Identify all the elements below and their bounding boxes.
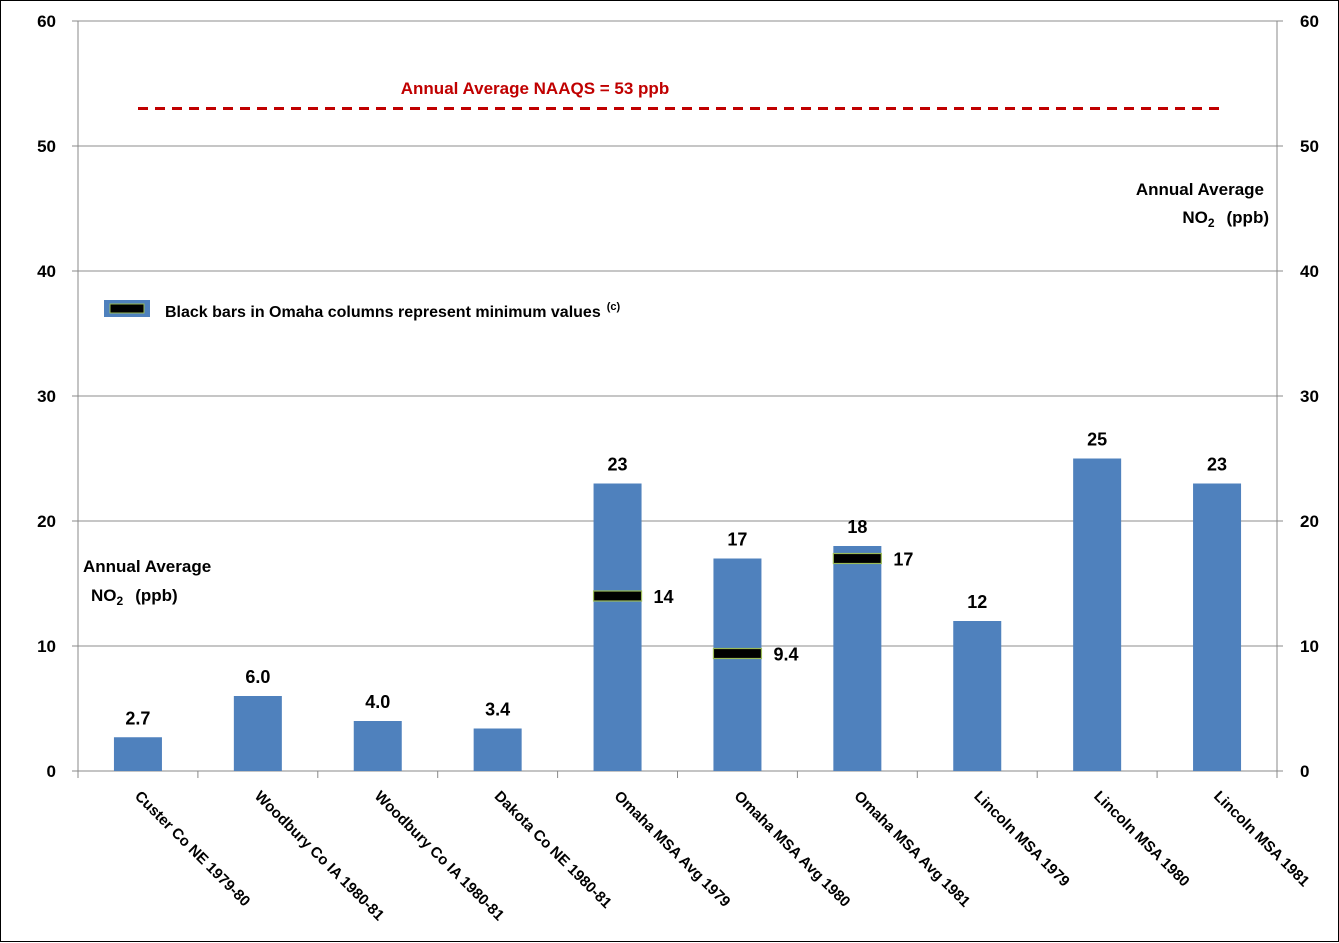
legend-superscript: (c) bbox=[607, 301, 621, 313]
data-labels: 2.7 6.0 4.0 3.4 23 17 18 12 25 23 14 9.4 17 bbox=[125, 430, 1227, 729]
bar-value-label: 17 bbox=[727, 530, 747, 550]
bar-value-label: 2.7 bbox=[125, 708, 150, 728]
right-tick-label: 20 bbox=[1300, 512, 1319, 531]
right-tick-label: 0 bbox=[1300, 762, 1309, 781]
minimum-marker bbox=[592, 590, 643, 602]
left-axis-title-line2: NO2 (ppb) bbox=[91, 586, 178, 608]
naaqs-reference-label: Annual Average NAAQS = 53 ppb bbox=[401, 79, 669, 98]
bar bbox=[593, 483, 642, 771]
category-label: Dakota Co NE 1980-81 bbox=[491, 788, 615, 912]
bar-value-label: 4.0 bbox=[365, 692, 390, 712]
bar bbox=[833, 546, 882, 771]
category-label: Omaha MSA Avg 1980 bbox=[731, 788, 854, 911]
bar bbox=[113, 737, 162, 771]
right-axis-title-line1: Annual Average bbox=[1136, 180, 1264, 199]
right-tick-label: 10 bbox=[1300, 637, 1319, 656]
right-tick-label: 30 bbox=[1300, 387, 1319, 406]
axes: 0 0 10 10 20 20 30 30 40 40 50 50 60 60 bbox=[37, 12, 1319, 781]
left-tick-label: 60 bbox=[37, 12, 56, 31]
right-tick-label: 60 bbox=[1300, 12, 1319, 31]
left-tick-label: 40 bbox=[37, 262, 56, 281]
category-label: Omaha MSA Avg 1981 bbox=[851, 788, 974, 911]
minimum-markers bbox=[592, 552, 882, 660]
minimum-marker-label: 9.4 bbox=[773, 645, 798, 665]
category-label: Lincoln MSA 1980 bbox=[1090, 788, 1192, 890]
category-label: Custer Co NE 1979-80 bbox=[131, 788, 253, 910]
bar-value-label: 6.0 bbox=[245, 667, 270, 687]
bar-value-label: 12 bbox=[967, 592, 987, 612]
category-label: Woodbury Co IA 1980-81 bbox=[371, 788, 507, 924]
left-tick-label: 50 bbox=[37, 137, 56, 156]
bar-value-label: 23 bbox=[608, 455, 628, 475]
category-label: Woodbury Co IA 1980-81 bbox=[251, 788, 387, 924]
left-axis-title-line1: Annual Average bbox=[83, 557, 211, 576]
minimum-marker-label: 14 bbox=[654, 587, 674, 607]
left-axis-title: Annual Average NO2 (ppb) bbox=[83, 557, 211, 608]
bar-value-label: 3.4 bbox=[485, 700, 510, 720]
bar-value-label: 23 bbox=[1207, 455, 1227, 475]
category-label: Lincoln MSA 1981 bbox=[1210, 788, 1312, 890]
legend-marker-swatch bbox=[109, 303, 145, 314]
bars bbox=[113, 458, 1242, 771]
minimum-marker bbox=[832, 552, 882, 565]
right-tick-label: 40 bbox=[1300, 262, 1319, 281]
bar-value-label: 25 bbox=[1087, 430, 1107, 450]
bar bbox=[233, 696, 282, 771]
bar-value-label: 18 bbox=[847, 517, 867, 537]
bar bbox=[1073, 458, 1122, 771]
left-tick-label: 30 bbox=[37, 387, 56, 406]
legend-text: Black bars in Omaha columns represent mi… bbox=[165, 301, 620, 321]
bar bbox=[1193, 483, 1242, 771]
left-tick-label: 20 bbox=[37, 512, 56, 531]
bar bbox=[953, 621, 1002, 771]
right-tick-label: 50 bbox=[1300, 137, 1319, 156]
bar bbox=[353, 721, 402, 771]
left-tick-label: 10 bbox=[37, 637, 56, 656]
category-label: Lincoln MSA 1979 bbox=[970, 788, 1072, 890]
minimum-marker bbox=[712, 647, 763, 660]
bar bbox=[713, 558, 762, 771]
right-axis-title: Annual Average NO2 (ppb) bbox=[1136, 180, 1269, 230]
legend: Black bars in Omaha columns represent mi… bbox=[104, 300, 620, 321]
bar bbox=[473, 728, 522, 771]
minimum-marker-label: 17 bbox=[893, 550, 913, 570]
left-tick-label: 0 bbox=[47, 762, 56, 781]
category-label: Omaha MSA Avg 1979 bbox=[611, 788, 734, 911]
right-axis-title-line2: NO2 (ppb) bbox=[1182, 208, 1269, 230]
